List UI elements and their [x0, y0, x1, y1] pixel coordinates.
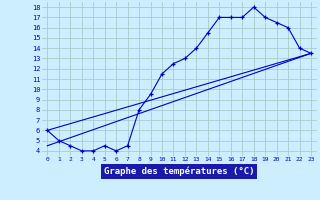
X-axis label: Graphe des températures (°C): Graphe des températures (°C)	[104, 167, 254, 176]
